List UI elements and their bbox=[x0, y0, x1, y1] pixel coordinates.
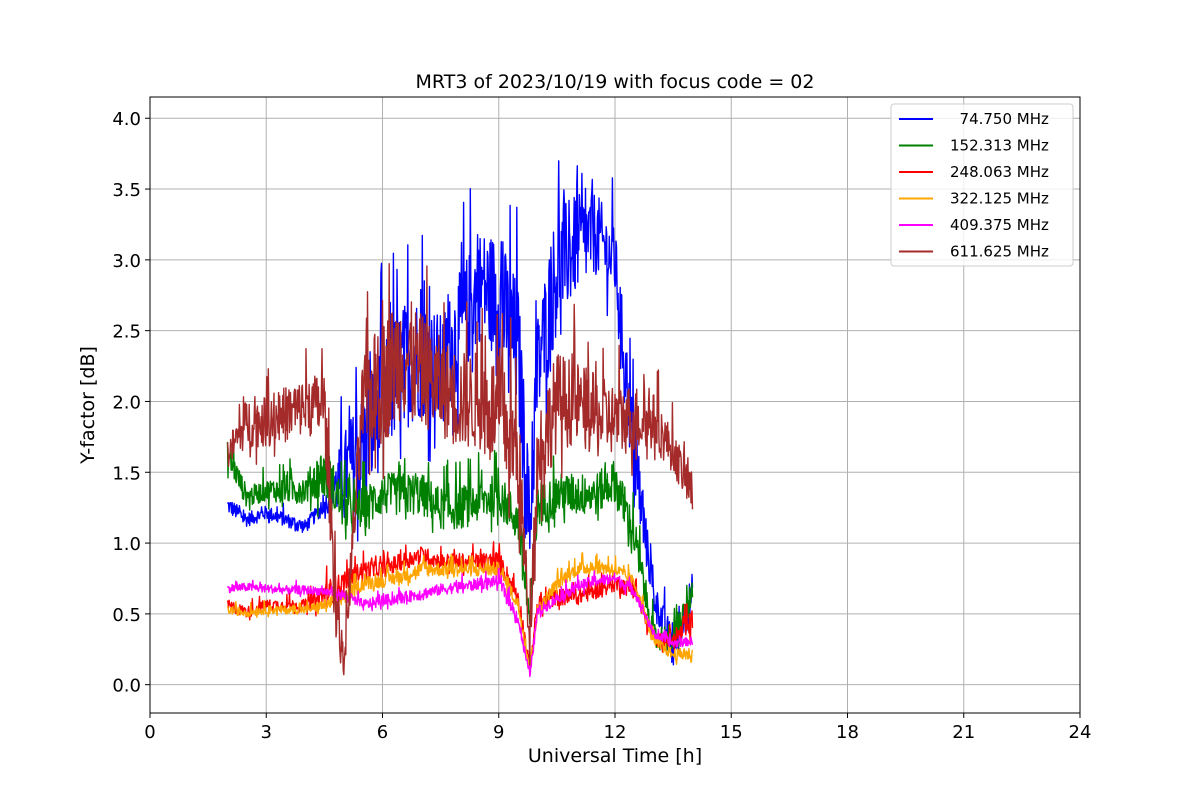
y-tick-label: 3.0 bbox=[112, 251, 141, 272]
series-line bbox=[226, 441, 694, 656]
y-tick-label: 1.5 bbox=[112, 463, 141, 484]
chart-title: MRT3 of 2023/10/19 with focus code = 02 bbox=[416, 71, 815, 93]
y-axis: 0.0 0.5 1.0 1.5 2.0 2.5 3.0 3.5 4.0 bbox=[112, 109, 150, 697]
x-tick-label: 3 bbox=[261, 722, 272, 743]
x-axis-label: Universal Time [h] bbox=[528, 745, 702, 767]
y-tick-label: 3.5 bbox=[112, 180, 141, 201]
series-line bbox=[226, 160, 694, 666]
legend-label: 152.313 MHz bbox=[950, 137, 1049, 155]
legend-label: 611.625 MHz bbox=[950, 243, 1049, 261]
y-tick-label: 2.5 bbox=[112, 322, 141, 343]
series-layer bbox=[226, 160, 694, 678]
legend-label: 409.375 MHz bbox=[950, 216, 1049, 234]
legend-label: 74.750 MHz bbox=[950, 110, 1049, 128]
x-tick-label: 12 bbox=[604, 722, 627, 743]
legend-label: 248.063 MHz bbox=[950, 163, 1049, 181]
x-tick-label: 6 bbox=[377, 722, 388, 743]
legend-label: 322.125 MHz bbox=[950, 190, 1049, 208]
legend: 74.750 MHz 152.313 MHz 248.063 MHz 322.125 … bbox=[890, 103, 1074, 267]
series-line bbox=[226, 263, 694, 676]
x-axis: 0 3 6 9 12 15 18 21 24 bbox=[144, 713, 1091, 743]
x-tick-label: 9 bbox=[493, 722, 504, 743]
y-tick-label: 0.5 bbox=[112, 605, 141, 626]
x-tick-label: 21 bbox=[952, 722, 975, 743]
x-tick-label: 24 bbox=[1069, 722, 1092, 743]
x-tick-label: 0 bbox=[144, 722, 155, 743]
y-tick-label: 0.0 bbox=[112, 676, 141, 697]
y-tick-label: 4.0 bbox=[112, 109, 141, 130]
legend-box bbox=[890, 103, 1074, 267]
y-tick-label: 2.0 bbox=[112, 392, 141, 413]
y-tick-label: 1.0 bbox=[112, 534, 141, 555]
series-line bbox=[226, 541, 694, 672]
x-tick-label: 15 bbox=[720, 722, 743, 743]
series-line bbox=[226, 552, 694, 671]
series-line bbox=[226, 567, 694, 678]
y-axis-label: Y-factor [dB] bbox=[77, 346, 99, 465]
x-tick-label: 18 bbox=[836, 722, 859, 743]
